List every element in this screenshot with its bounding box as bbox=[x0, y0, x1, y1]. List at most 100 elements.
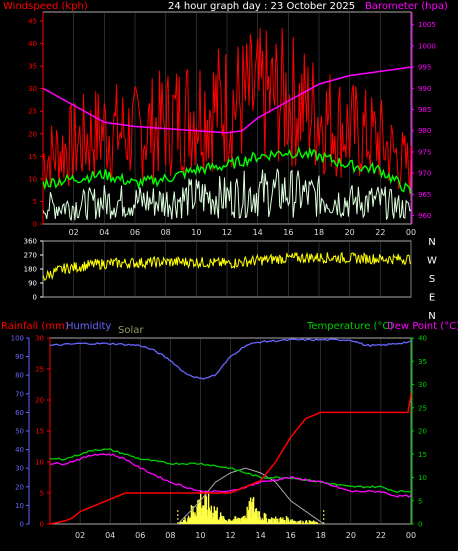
compass-label: S bbox=[429, 274, 435, 285]
windspeed-tick-label: 25 bbox=[28, 108, 37, 116]
x-tick-label: 12 bbox=[222, 228, 232, 237]
barometer-tick-label: 985 bbox=[418, 106, 431, 114]
humidity-tick-label: 80 bbox=[15, 372, 24, 380]
x-tick-label: 06 bbox=[130, 228, 140, 237]
wind-direction-line bbox=[42, 251, 412, 281]
wind-average-line bbox=[42, 145, 412, 194]
x-tick-label: 22 bbox=[376, 531, 386, 540]
temperature-tick-label: 35 bbox=[418, 358, 427, 366]
x-tick-label: 18 bbox=[314, 228, 324, 237]
x-tick-label: 08 bbox=[161, 228, 171, 237]
x-tick-label: 00 bbox=[406, 228, 416, 237]
barometer-tick-label: 975 bbox=[418, 148, 431, 156]
chart-title: 24 hour graph day : 23 October 2025 bbox=[168, 1, 355, 12]
x-tick-label: 02 bbox=[69, 228, 79, 237]
barometer-line bbox=[42, 66, 412, 134]
barometer-tick-label: 1005 bbox=[418, 21, 436, 29]
panel3-grid bbox=[79, 338, 412, 524]
humidity-axis-ticks: 0 10 20 30 40 50 60 70 80 90 100 bbox=[11, 335, 30, 529]
windspeed-tick-label: 40 bbox=[28, 40, 37, 48]
temperature-line bbox=[49, 448, 412, 494]
dewpoint-legend: Dew Point (°C) bbox=[387, 321, 458, 332]
humidity-tick-label: 30 bbox=[15, 465, 24, 473]
windspeed-tick-label: 15 bbox=[28, 153, 37, 161]
temp-humidity-panel: 0 10 20 30 40 50 60 70 80 90 100 0 5 10 15 20 25 30 0 5 10… bbox=[1, 321, 458, 540]
direction-tick-label: 0 bbox=[33, 294, 37, 302]
panel1-series bbox=[42, 27, 412, 221]
windspeed-tick-label: 20 bbox=[28, 130, 37, 138]
barometer-tick-label: 1000 bbox=[418, 42, 436, 50]
windspeed-axis-label: Windspeed (kph) bbox=[3, 1, 88, 12]
x-tick-label: 04 bbox=[105, 531, 115, 540]
panel3-x-axis-ticks: 02 04 06 08 10 12 14 16 18 20 22 00 bbox=[75, 531, 416, 540]
rainfall-tick-label: 5 bbox=[40, 490, 44, 498]
humidity-tick-label: 50 bbox=[15, 428, 24, 436]
wind-gust-line bbox=[42, 27, 412, 195]
temperature-tick-label: 15 bbox=[418, 451, 427, 459]
compass-label: N bbox=[428, 237, 435, 248]
direction-tick-label: 90 bbox=[28, 280, 37, 288]
barometer-axis-ticks: 960 965 970 975 980 985 990 995 1000 1005 bbox=[411, 12, 436, 224]
humidity-tick-label: 40 bbox=[15, 446, 24, 454]
temperature-tick-label: 0 bbox=[418, 521, 422, 529]
x-tick-label: 14 bbox=[255, 531, 265, 540]
humidity-legend: Humidity bbox=[66, 321, 111, 332]
compass-label: E bbox=[429, 293, 435, 304]
barometer-tick-label: 960 bbox=[418, 212, 431, 220]
humidity-tick-label: 20 bbox=[15, 483, 24, 491]
barometer-tick-label: 995 bbox=[418, 64, 431, 72]
humidity-tick-label: 100 bbox=[11, 335, 24, 343]
panel1-x-axis-ticks: 02 04 06 08 10 12 14 16 18 20 22 00 bbox=[69, 228, 417, 237]
rainfall-tick-label: 15 bbox=[35, 428, 44, 436]
panel2-series bbox=[42, 251, 412, 281]
humidity-tick-label: 0 bbox=[20, 521, 24, 529]
x-tick-label: 18 bbox=[316, 531, 326, 540]
x-tick-label: 10 bbox=[191, 228, 201, 237]
direction-tick-label: 360 bbox=[24, 238, 37, 246]
rainfall-tick-label: 20 bbox=[35, 397, 44, 405]
temperature-tick-label: 25 bbox=[418, 404, 427, 412]
compass-label: W bbox=[427, 256, 437, 267]
barometer-tick-label: 970 bbox=[418, 170, 431, 178]
compass-label: N bbox=[428, 311, 435, 322]
windspeed-axis-ticks: 0 5 10 15 20 25 30 35 40 45 bbox=[28, 12, 44, 229]
temperature-tick-label: 20 bbox=[418, 428, 427, 436]
wind-speed-line bbox=[42, 168, 412, 221]
barometer-tick-label: 980 bbox=[418, 127, 431, 135]
solar-legend: Solar bbox=[118, 325, 144, 336]
x-tick-label: 06 bbox=[135, 531, 145, 540]
temperature-axis-ticks: 0 5 10 15 20 25 30 35 40 bbox=[411, 335, 427, 529]
rainfall-legend: Rainfall (mm) bbox=[1, 321, 69, 332]
x-tick-label: 04 bbox=[99, 228, 109, 237]
x-tick-label: 16 bbox=[286, 531, 296, 540]
direction-tick-label: 180 bbox=[24, 266, 37, 274]
x-tick-label: 22 bbox=[375, 228, 385, 237]
solar-max-curve bbox=[177, 467, 325, 525]
x-tick-label: 14 bbox=[253, 228, 263, 237]
humidity-line bbox=[49, 338, 412, 380]
barometer-axis-label: Barometer (hpa) bbox=[365, 1, 448, 12]
rainfall-tick-label: 0 bbox=[40, 521, 44, 529]
dewpoint-line bbox=[49, 453, 412, 498]
humidity-tick-label: 90 bbox=[15, 353, 24, 361]
temperature-legend: Temperature (°C) bbox=[306, 321, 393, 332]
direction-tick-label: 270 bbox=[24, 252, 37, 260]
windspeed-tick-label: 35 bbox=[28, 63, 37, 71]
x-tick-label: 20 bbox=[346, 531, 356, 540]
windspeed-tick-label: 10 bbox=[28, 175, 37, 183]
x-tick-label: 12 bbox=[225, 531, 235, 540]
rainfall-line bbox=[49, 393, 412, 525]
windspeed-tick-label: 45 bbox=[28, 18, 37, 26]
direction-axis-ticks: 0 90 180 270 360 bbox=[24, 238, 43, 302]
windspeed-tick-label: 30 bbox=[28, 85, 37, 93]
humidity-tick-label: 60 bbox=[15, 409, 24, 417]
barometer-tick-label: 965 bbox=[418, 191, 431, 199]
temperature-tick-label: 10 bbox=[418, 474, 427, 482]
rainfall-axis-ticks: 0 5 10 15 20 25 30 bbox=[35, 335, 51, 529]
rainfall-tick-label: 25 bbox=[35, 366, 44, 374]
x-tick-label: 00 bbox=[406, 531, 416, 540]
wind-barometer-panel: 0 5 10 15 20 25 30 35 40 45 960 965 970 975 980 985 990… bbox=[3, 1, 448, 237]
